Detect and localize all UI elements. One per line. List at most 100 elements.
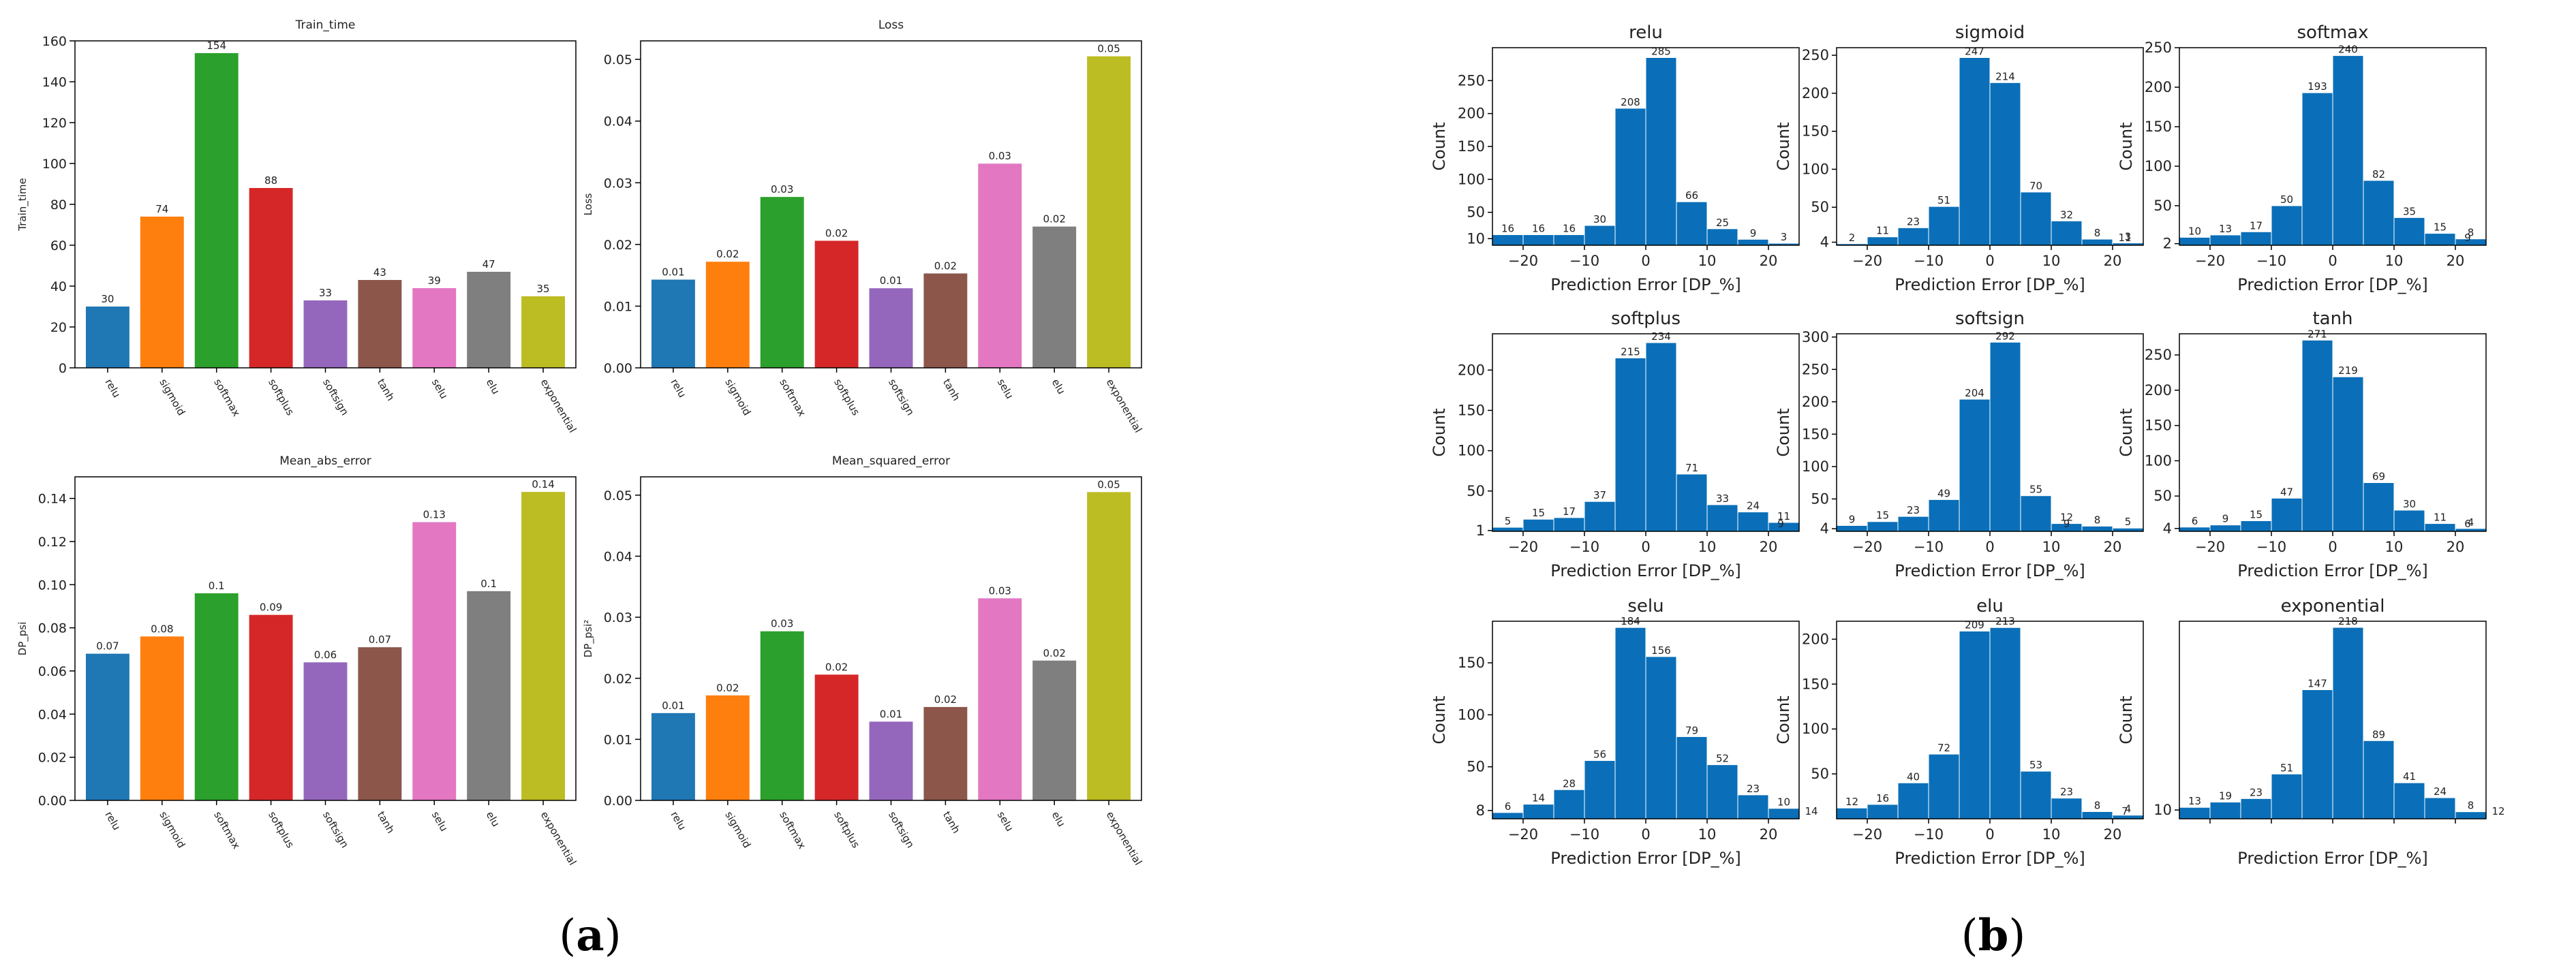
data-label: 11 bbox=[1777, 510, 1790, 522]
y-tick-label: 0.03 bbox=[604, 176, 632, 191]
x-tick-label: 10 bbox=[2385, 253, 2404, 269]
histogram-bar bbox=[1584, 760, 1616, 819]
x-tick-label: 20 bbox=[1760, 539, 1778, 555]
data-label: 9 bbox=[1849, 513, 1856, 525]
y-tick-label: 40 bbox=[50, 279, 67, 294]
data-label: 6 bbox=[2192, 515, 2198, 527]
plot-frame bbox=[640, 40, 1142, 369]
histogram-bar bbox=[1614, 627, 1646, 819]
data-label: 56 bbox=[1593, 749, 1606, 761]
x-tick-label: 10 bbox=[1698, 826, 1717, 843]
y-tick-label: 150 bbox=[1802, 123, 1829, 140]
data-label: 55 bbox=[2029, 484, 2042, 496]
y-tick-label: 50 bbox=[2153, 198, 2172, 214]
histogram-bar bbox=[1706, 228, 1738, 246]
x-tick-label: exponential bbox=[538, 809, 579, 867]
x-tick-label: −10 bbox=[1569, 539, 1599, 555]
x-tick-label: tanh bbox=[375, 377, 397, 403]
x-tick-label: −10 bbox=[2256, 253, 2286, 269]
y-tick-label: 120 bbox=[42, 116, 67, 131]
x-tick-label: softsign bbox=[320, 377, 351, 418]
plot-frame bbox=[1836, 47, 2144, 246]
y-tick-label: 150 bbox=[1802, 676, 1829, 692]
histogram-bar bbox=[2301, 689, 2333, 819]
y-tick-label: 0.04 bbox=[604, 550, 632, 565]
histogram-bar bbox=[2179, 807, 2211, 819]
data-label: 3 bbox=[2125, 231, 2132, 243]
y-tick-label: 150 bbox=[2145, 119, 2172, 135]
histogram-bar bbox=[1836, 807, 1868, 819]
histogram-bar bbox=[1522, 804, 1554, 819]
data-label: 28 bbox=[1563, 777, 1576, 789]
x-tick-label: softsign bbox=[320, 809, 351, 850]
histogram-bar bbox=[2424, 233, 2456, 246]
data-label: 8 bbox=[2468, 800, 2474, 812]
bar-elu bbox=[1032, 660, 1077, 800]
plot-frame bbox=[2179, 47, 2487, 246]
histogram-bar bbox=[1959, 631, 1991, 819]
x-tick-label: −20 bbox=[1852, 539, 1882, 555]
y-tick-label: 200 bbox=[1458, 362, 1485, 378]
bar-tanh bbox=[923, 273, 968, 368]
histogram-bar bbox=[1867, 804, 1899, 819]
data-label: 0.05 bbox=[1097, 43, 1120, 55]
y-tick-label: 150 bbox=[1802, 426, 1829, 442]
y-tick-label: 4 bbox=[1820, 234, 1829, 251]
x-tick-label: selu bbox=[429, 377, 450, 401]
bar-softmax bbox=[760, 631, 804, 800]
y-tick-label: 10 bbox=[2153, 802, 2172, 818]
y-axis-label: Count bbox=[2117, 122, 2136, 170]
data-label: 16 bbox=[1876, 792, 1889, 804]
data-label: 5 bbox=[2125, 516, 2132, 528]
x-tick-label: 20 bbox=[2104, 253, 2122, 269]
plot-frame bbox=[1836, 333, 2144, 532]
histogram-title: sigmoid bbox=[1955, 22, 2025, 43]
histogram-bar bbox=[1584, 225, 1616, 246]
data-label: 15 bbox=[1532, 507, 1545, 519]
bar-charts-group: Train_time Train_time 0 20 40 60 80 100 120 140 16… bbox=[16, 18, 1144, 867]
y-tick-label: 0.04 bbox=[604, 114, 632, 129]
data-label: 79 bbox=[1685, 724, 1698, 736]
y-tick-label: 50 bbox=[1467, 759, 1485, 775]
y-tick-label: 100 bbox=[1458, 443, 1485, 459]
histogram-bar bbox=[2020, 495, 2052, 532]
data-label: 285 bbox=[1651, 46, 1671, 58]
bar-softmax bbox=[194, 53, 239, 368]
bar-sigmoid bbox=[140, 636, 184, 800]
x-tick-label: elu bbox=[1049, 377, 1068, 396]
data-label: 8 bbox=[2094, 799, 2101, 811]
data-label: 23 bbox=[1907, 504, 1920, 516]
bar-tanh bbox=[358, 280, 402, 368]
histogram-bar bbox=[2179, 527, 2211, 532]
data-label: 247 bbox=[1965, 46, 1984, 58]
histogram-bar bbox=[2301, 92, 2333, 246]
data-label: 0.07 bbox=[369, 633, 391, 646]
data-label: 72 bbox=[1937, 742, 1950, 754]
histogram-softsign: softsign Prediction Error [DP_%] Count 9 15 2… bbox=[1774, 309, 2144, 580]
x-tick-label: 0 bbox=[2328, 539, 2337, 555]
data-label: 0.02 bbox=[1043, 213, 1065, 225]
x-tick-label: 20 bbox=[1760, 253, 1778, 269]
x-tick-label: sigmoid bbox=[722, 809, 753, 850]
x-tick-label: 20 bbox=[1760, 826, 1778, 843]
data-label: 0.03 bbox=[989, 584, 1011, 597]
x-axis-label: Prediction Error [DP_%] bbox=[1895, 561, 2085, 580]
histogram-bar bbox=[1897, 782, 1929, 819]
data-label: 0.01 bbox=[662, 700, 684, 712]
histogram-softmax: softmax Prediction Error [DP_%] Count 10 13 1… bbox=[2117, 22, 2487, 294]
panel-label-a: (a) bbox=[559, 910, 621, 961]
plot-frame bbox=[1492, 47, 1800, 246]
histogram-bar bbox=[1928, 206, 1960, 246]
x-tick-label: 10 bbox=[2385, 539, 2404, 555]
x-tick-label: relu bbox=[668, 809, 688, 832]
histogram-bar bbox=[1553, 234, 1585, 246]
data-label: 0.02 bbox=[934, 693, 957, 706]
y-axis-label: Count bbox=[1774, 122, 1793, 170]
data-label: 0.02 bbox=[1043, 647, 1065, 659]
histogram-bar bbox=[1614, 108, 1646, 246]
bar-softsign bbox=[303, 300, 348, 368]
y-axis-label: DP_psi² bbox=[582, 620, 595, 658]
histogram-bar bbox=[1522, 518, 1554, 532]
bar-softplus bbox=[814, 674, 859, 800]
